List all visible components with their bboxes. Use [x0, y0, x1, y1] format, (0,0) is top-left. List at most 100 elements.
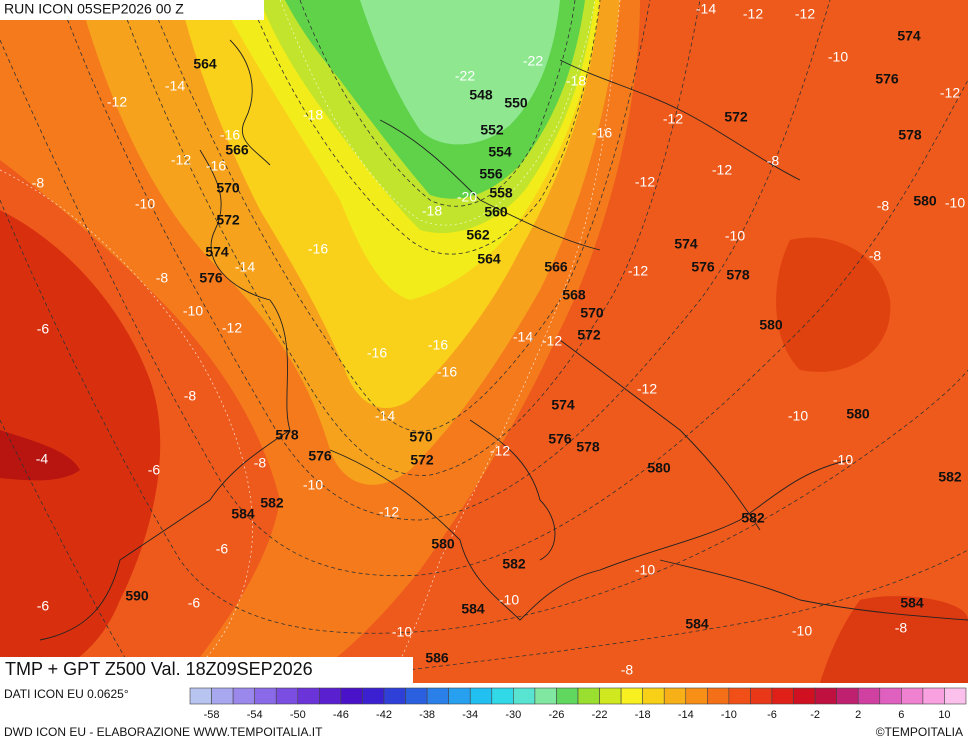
colorbar-label: -6: [767, 709, 777, 721]
temperature-label: -6: [37, 321, 50, 337]
geopotential-label: 582: [938, 469, 962, 485]
colorbar-swatch: [513, 687, 536, 705]
colorbar-swatch: [469, 687, 493, 705]
colorbar-swatch: [275, 687, 299, 705]
temperature-label: -10: [135, 196, 155, 212]
temperature-label: -10: [183, 303, 203, 319]
temperature-label: -12: [171, 152, 191, 168]
temperature-label: -12: [107, 94, 127, 110]
colorbar-swatch: [232, 687, 255, 705]
temperature-label: -8: [621, 662, 634, 678]
colorbar-label: -30: [505, 709, 521, 721]
temperature-label: -18: [422, 203, 442, 219]
geopotential-label: 560: [484, 204, 508, 220]
geopotential-label: 584: [685, 616, 709, 632]
colorbar-swatch: [707, 687, 730, 705]
temperature-label: -8: [184, 388, 197, 404]
temperature-label: -6: [148, 462, 161, 478]
geopotential-label: 584: [900, 595, 924, 611]
colorbar-label: 6: [898, 709, 904, 721]
colorbar-label: -10: [721, 709, 737, 721]
map-title: TMP + GPT Z500 Val. 18Z09SEP2026: [5, 659, 313, 679]
temperature-label: -14: [165, 78, 185, 94]
temperature-label: -10: [499, 592, 519, 608]
temperature-label: -12: [663, 111, 683, 127]
geopotential-label: 582: [260, 495, 284, 511]
temperature-label: -14: [375, 408, 395, 424]
colorbar-swatch: [362, 687, 385, 705]
colorbar-swatch: [577, 687, 600, 705]
temperature-label: -10: [303, 477, 323, 493]
colorbar-swatch: [383, 687, 406, 705]
geopotential-label: 580: [431, 536, 455, 552]
temperature-label: -12: [490, 443, 510, 459]
geopotential-label: 572: [410, 452, 434, 468]
colorbar-swatch: [534, 687, 557, 705]
temperature-label: -12: [222, 320, 242, 336]
temperature-label: -16: [592, 125, 612, 141]
colorbar: -58 -54 -50 -46 -42 -38 -34 -30 -26 -22 -18 -14 -10-…: [189, 687, 967, 721]
colorbar-label: -22: [592, 709, 608, 721]
colorbar-label: -34: [462, 709, 478, 721]
colorbar-swatch: [448, 687, 471, 705]
temperature-label: -12: [379, 504, 399, 520]
temperature-label: -10: [635, 562, 655, 578]
colorbar-label: -38: [419, 709, 435, 721]
temperature-label: -10: [392, 624, 412, 640]
temperature-label: -6: [188, 595, 201, 611]
geopotential-label: 564: [193, 56, 217, 72]
geopotential-label: 580: [647, 460, 671, 476]
copyright: ©TEMPOITALIA: [876, 725, 963, 739]
geopotential-label: 554: [488, 144, 512, 160]
colorbar-swatch: [254, 687, 277, 705]
temperature-label: -12: [795, 6, 815, 22]
temperature-label: -16: [428, 337, 448, 353]
geopotential-label: 578: [576, 439, 600, 455]
geopotential-label: 590: [125, 588, 149, 604]
colorbar-swatch: [319, 687, 342, 705]
geopotential-label: 580: [846, 406, 870, 422]
geopotential-label: 580: [913, 193, 937, 209]
colorbar-label: -58: [204, 709, 220, 721]
geopotential-label: 574: [674, 236, 698, 252]
geopotential-label: 582: [741, 510, 765, 526]
run-label: RUN ICON 05SEP2026 00 Z: [4, 1, 184, 17]
colorbar-swatch: [642, 687, 665, 705]
temperature-label: -22: [523, 53, 543, 69]
colorbar-swatch: [340, 687, 363, 705]
colorbar-swatch: [750, 687, 773, 705]
geopotential-label: 562: [466, 227, 490, 243]
colorbar-swatch: [901, 687, 924, 705]
colorbar-swatch: [189, 687, 212, 705]
geopotential-label: 566: [544, 259, 568, 275]
title-box: [0, 657, 413, 683]
temperature-label: -6: [216, 541, 229, 557]
temperature-label: -8: [877, 198, 890, 214]
temperature-label: -22: [455, 68, 475, 84]
temperature-label: -16: [308, 241, 328, 257]
geopotential-label: 570: [216, 180, 240, 196]
colorbar-swatch: [405, 687, 428, 705]
geopotential-label: 584: [231, 506, 255, 522]
geopotential-label: 576: [691, 259, 715, 275]
colorbar-swatch: [857, 687, 881, 705]
colorbar-swatch: [297, 687, 320, 705]
temperature-label: -16: [367, 345, 387, 361]
geopotential-label: 580: [759, 317, 783, 333]
temperature-label: -12: [940, 85, 960, 101]
temperature-label: -12: [635, 174, 655, 190]
data-source: DATI ICON EU 0.0625°: [4, 687, 129, 701]
colorbar-label: -18: [635, 709, 651, 721]
temperature-label: -4: [36, 451, 49, 467]
colorbar-label: 10: [938, 709, 950, 721]
credits: DWD ICON EU - ELABORAZIONE WWW.TEMPOITAL…: [4, 725, 323, 739]
colorbar-swatch: [793, 687, 816, 705]
geopotential-label: 572: [216, 212, 240, 228]
colorbar-label: -46: [333, 709, 349, 721]
temperature-label: -14: [696, 1, 716, 17]
temperature-label: -12: [628, 263, 648, 279]
geopotential-label: 574: [897, 28, 921, 44]
geopotential-label: 578: [898, 127, 922, 143]
